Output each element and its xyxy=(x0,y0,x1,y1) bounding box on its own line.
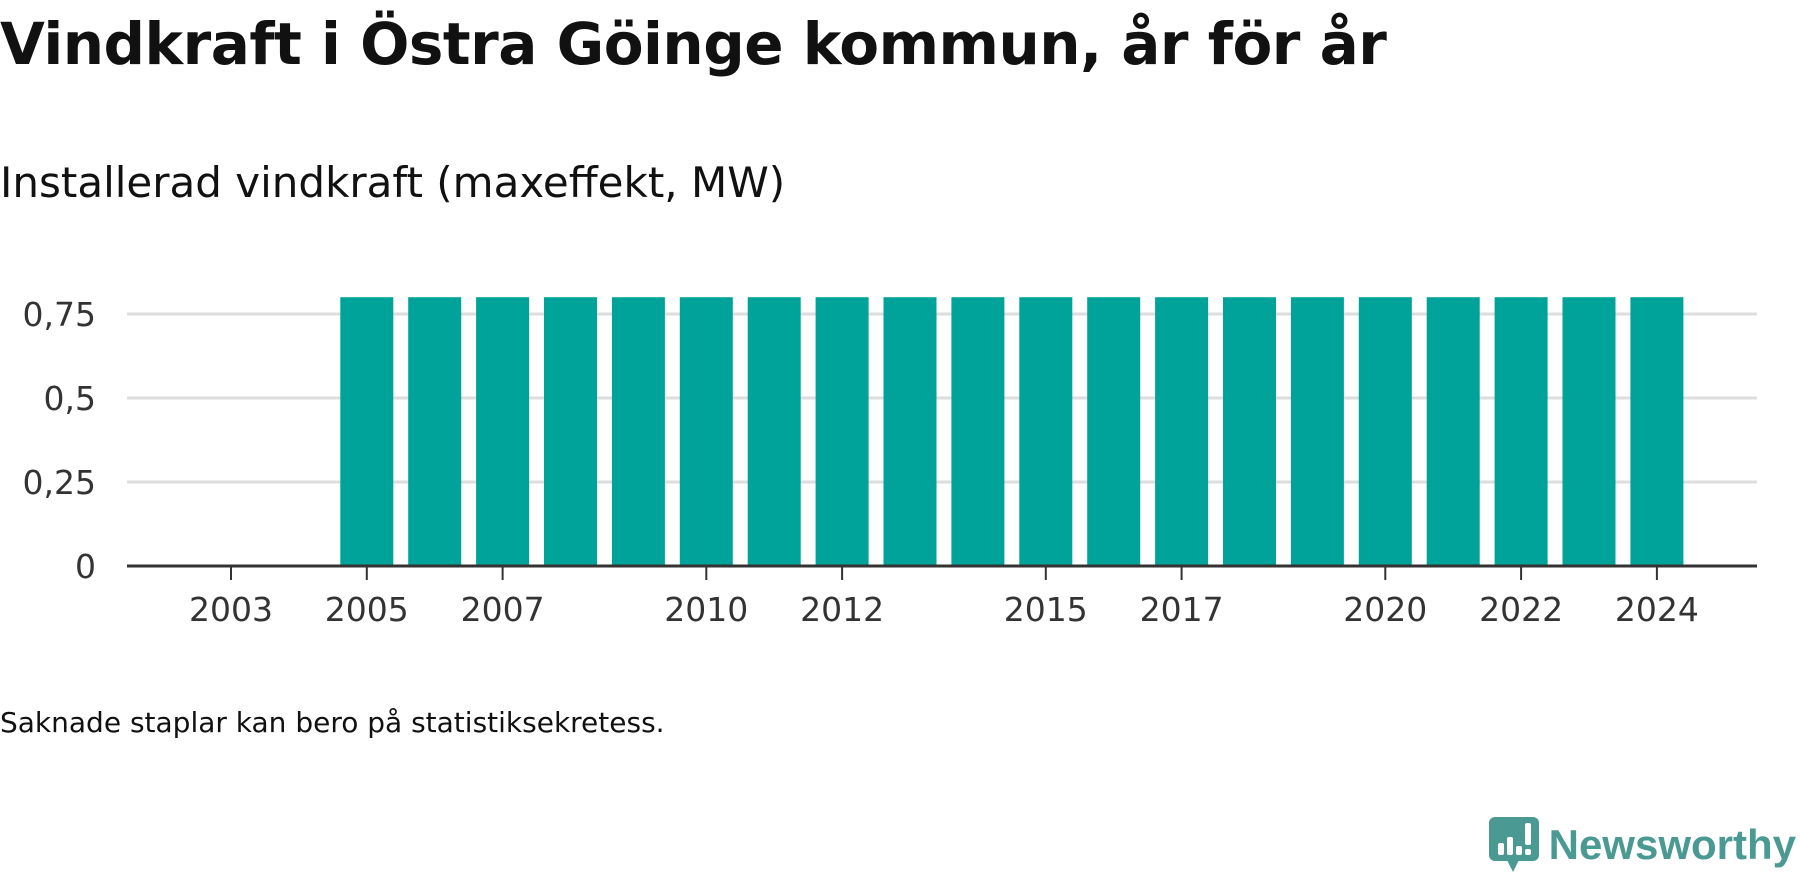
y-tick-label: 0,25 xyxy=(23,463,96,502)
bar-2013 xyxy=(883,297,937,566)
footnote: Saknade staplar kan bero på statistiksek… xyxy=(0,706,665,739)
y-tick-label: 0 xyxy=(75,547,96,586)
bar-chart: 0 0,25 0,5 0,75 2003 2005 2007 2010 2012 2015 2017… xyxy=(23,295,1757,629)
bars xyxy=(340,297,1684,566)
bar-2006 xyxy=(408,297,462,566)
newsworthy-logo-icon xyxy=(1488,817,1539,872)
axes xyxy=(127,564,1757,580)
bar-2009 xyxy=(611,297,665,566)
bar-2008 xyxy=(544,297,597,566)
brand-logo[interactable]: Newsworthy xyxy=(1488,817,1796,873)
y-tick-label: 0,75 xyxy=(23,295,96,334)
x-tick-label: 2003 xyxy=(189,590,273,629)
chart-subtitle: Installerad vindkraft (maxeffekt, MW) xyxy=(0,158,786,207)
bar-2015 xyxy=(1019,297,1073,566)
bar-2016 xyxy=(1087,297,1141,566)
x-tick-label: 2022 xyxy=(1479,590,1563,629)
bar-2005 xyxy=(340,297,394,566)
bar-2007 xyxy=(476,297,530,566)
bar-2011 xyxy=(747,297,801,566)
bar-2021 xyxy=(1426,297,1480,566)
gridlines xyxy=(127,312,1757,484)
x-tick-label: 2024 xyxy=(1615,590,1699,629)
x-tick-label: 2020 xyxy=(1343,590,1427,629)
bar-2023 xyxy=(1562,297,1616,566)
bar-2020 xyxy=(1358,297,1412,566)
bar-2024 xyxy=(1630,297,1684,566)
brand-name: Newsworthy xyxy=(1548,821,1796,868)
x-tick-label: 2005 xyxy=(325,590,409,629)
x-tick-label: 2017 xyxy=(1140,590,1224,629)
bar-2010 xyxy=(679,297,733,566)
bar-2018 xyxy=(1223,297,1276,566)
bar-2012 xyxy=(815,297,869,566)
bar-2022 xyxy=(1494,297,1548,566)
y-tick-label: 0,5 xyxy=(44,379,96,418)
tick-labels: 0 0,25 0,5 0,75 2003 2005 2007 2010 2012 2015 2017… xyxy=(23,295,1699,629)
x-tick-label: 2010 xyxy=(664,590,748,629)
x-tick-label: 2015 xyxy=(1004,590,1088,629)
chart-title: Vindkraft i Östra Göinge kommun, år för … xyxy=(0,10,1387,78)
x-tick-label: 2007 xyxy=(461,590,545,629)
bar-2019 xyxy=(1290,297,1344,566)
x-tick-label: 2012 xyxy=(800,590,884,629)
bar-2014 xyxy=(951,297,1005,566)
bar-2017 xyxy=(1155,297,1209,566)
